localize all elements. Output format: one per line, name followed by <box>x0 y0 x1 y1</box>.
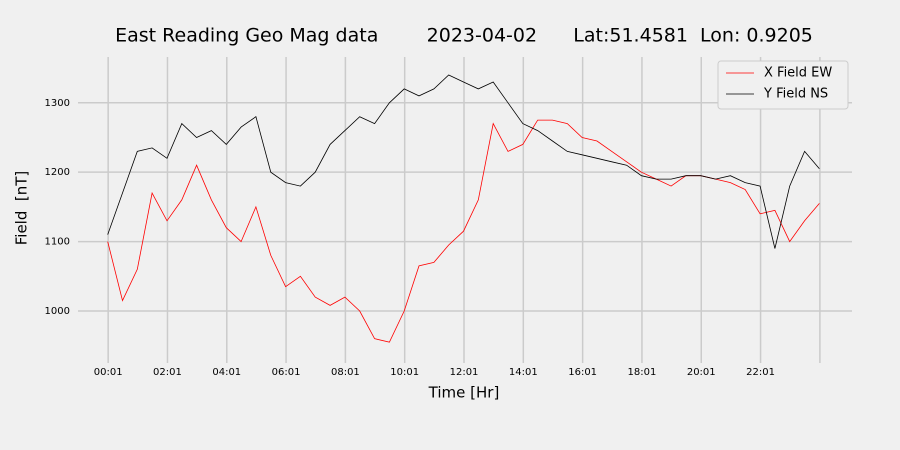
y-tick-label: 1300 <box>45 98 70 109</box>
y-axis-label: Field [nT] <box>13 171 31 246</box>
legend-label: X Field EW <box>764 66 832 81</box>
x-tick-label: 02:01 <box>153 367 182 378</box>
legend-label: Y Field NS <box>763 87 828 102</box>
y-tick-label: 1200 <box>45 167 70 178</box>
chart-title: East Reading Geo Mag data 2023-04-02 Lat… <box>115 25 813 47</box>
legend: X Field EW Y Field NS <box>717 60 849 110</box>
x-tick-label: 08:01 <box>331 367 360 378</box>
x-tick-label: 16:01 <box>568 367 597 378</box>
x-tick-label: 20:01 <box>687 367 716 378</box>
x-tick-label: 10:01 <box>390 367 419 378</box>
y-tick-label: 1100 <box>45 237 70 248</box>
x-tick-label: 04:01 <box>212 367 241 378</box>
x-tick-label: 18:01 <box>628 367 657 378</box>
data-line <box>107 74 820 249</box>
x-axis-label: Time [Hr] <box>428 384 500 402</box>
x-tick-label: 12:01 <box>450 367 479 378</box>
y-tick-label: 1000 <box>45 306 70 317</box>
x-tick-label: 22:01 <box>746 367 775 378</box>
x-tick-label: 00:01 <box>94 367 123 378</box>
x-tick-label: 14:01 <box>509 367 538 378</box>
x-tick-label: 06:01 <box>272 367 301 378</box>
